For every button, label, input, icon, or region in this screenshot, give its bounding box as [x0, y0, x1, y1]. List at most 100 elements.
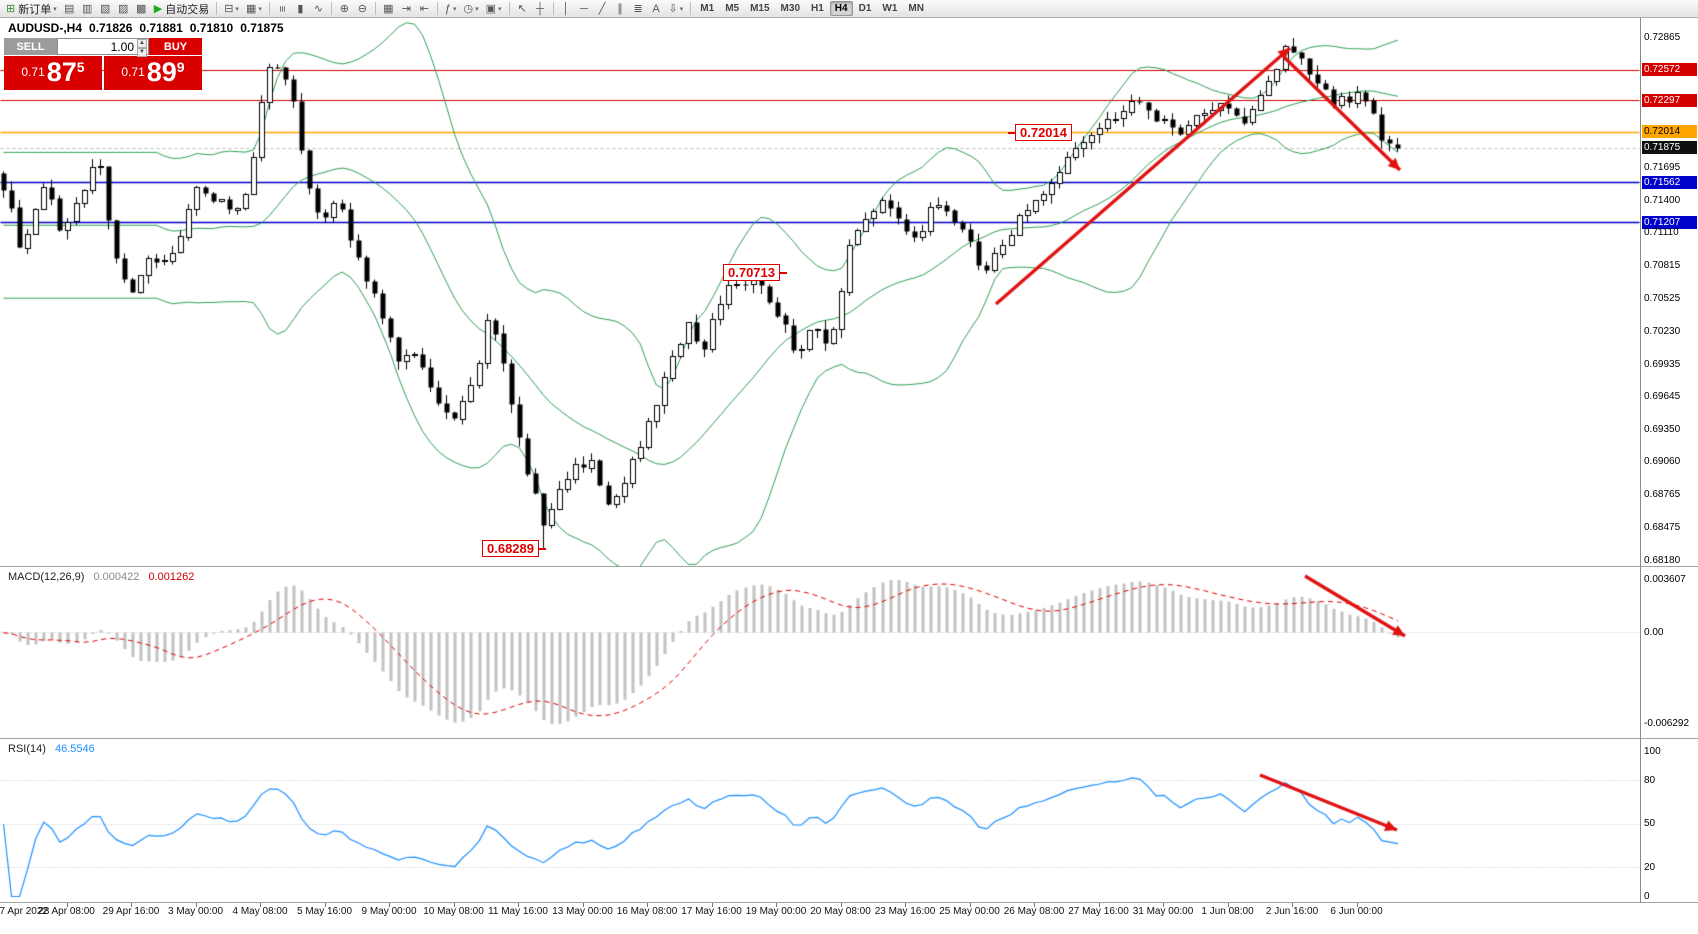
auto-trading-button-label: 自动交易 [165, 3, 210, 16]
price-annotation[interactable]: 0.68289 [482, 540, 546, 557]
volume-up-button[interactable]: ▲ [137, 39, 147, 48]
time-axis-tick [905, 903, 906, 907]
main-chart-canvas[interactable] [0, 18, 1640, 566]
text-icon[interactable]: A [648, 1, 665, 17]
ohlc-close: 0.71875 [240, 21, 284, 35]
time-axis-tick [389, 903, 390, 907]
bar-chart-icon[interactable]: ≡ [274, 1, 291, 17]
periods-icon[interactable]: ◷ ▾ [461, 1, 482, 17]
periods-icon-glyph: ◷ [463, 2, 474, 15]
horizontal-line-icon[interactable]: ─ [576, 1, 593, 17]
timeframe-m30-button[interactable]: M30 [780, 3, 800, 14]
new-chart-icon[interactable]: ⊟ ▾ [221, 1, 242, 17]
time-axis-label: 2 Jun 16:00 [1265, 906, 1319, 917]
toolbar-separator [690, 2, 692, 15]
price-axis-label: 0.69935 [1644, 358, 1681, 370]
navigator-icon[interactable]: ▧ [97, 1, 114, 17]
crosshair-icon[interactable]: ┼ [532, 1, 549, 17]
time-axis-tick [711, 903, 713, 907]
templates-icon[interactable]: ▣ ▾ [483, 1, 505, 17]
timeframe-mn-button[interactable]: MN [908, 3, 924, 14]
indicators-icon[interactable]: ƒ ▾ [442, 1, 460, 17]
toolbar-separator [508, 2, 510, 15]
channel-icon[interactable]: ∥ [612, 1, 629, 17]
buy-price-button[interactable]: 0.71 89 9 [104, 56, 202, 90]
pane-separator-macd-rsi[interactable] [0, 738, 1698, 739]
annotation-tick [539, 548, 546, 550]
chart-shift-icon[interactable]: ⇤ [416, 1, 433, 17]
strategy-tester-icon[interactable]: ▩ [133, 1, 150, 17]
trendline-icon-glyph: ╱ [598, 2, 606, 15]
timeframe-m1-button[interactable]: M1 [700, 3, 715, 14]
price-axis-label: 0.72572 [1642, 63, 1697, 77]
time-axis-label: 27 Apr 2022 [0, 906, 48, 917]
zoom-in-icon-glyph: ⊕ [339, 2, 349, 15]
market-watch-icon-glyph: ▤ [64, 2, 75, 15]
terminal-icon[interactable]: ▨ [115, 1, 132, 17]
tile-windows-icon[interactable]: ▦ [380, 1, 397, 17]
caret-down-icon: ▾ [679, 5, 684, 13]
ohlc-high: 0.71881 [139, 21, 183, 35]
timeframe-m15-button[interactable]: M15 [750, 3, 770, 14]
vertical-line-icon[interactable]: │ [558, 1, 575, 17]
trendline-icon[interactable]: ╱ [594, 1, 611, 17]
sell-button[interactable]: SELL [4, 38, 57, 55]
arrows-icon[interactable]: ⇩ ▾ [666, 1, 687, 17]
timeframe-w1-button[interactable]: W1 [882, 3, 898, 14]
vertical-line-icon-glyph: │ [562, 2, 570, 15]
macd-pane-canvas[interactable] [0, 567, 1640, 738]
auto-scroll-icon[interactable]: ⇥ [398, 1, 415, 17]
sell-price-big: 87 [46, 57, 77, 87]
price-axis-label: 0.72297 [1642, 93, 1697, 107]
price-axis-label: 0.72014 [1642, 125, 1697, 139]
new-order-button[interactable]: ⊞ 新订单 ▾ [3, 1, 60, 17]
price-axis[interactable]: 0.72865 0.72572 0.72297 0.72014 0.71875 0.716… [1640, 18, 1698, 903]
price-axis-label: 0.71695 [1644, 162, 1681, 174]
tile-windows-icon-glyph: ▦ [383, 2, 394, 15]
ohlc-open: 0.71826 [89, 21, 133, 35]
volume-down-button[interactable]: ▼ [137, 48, 147, 57]
zoom-in-icon[interactable]: ⊕ [336, 1, 353, 17]
price-axis-label: 0.70525 [1644, 292, 1681, 304]
timeframe-h4-button[interactable]: H4 [829, 1, 853, 16]
symbol-period: AUDUSD-,H4 [8, 21, 83, 35]
time-axis-label: 19 May 00:00 [745, 906, 807, 917]
auto-scroll-icon-glyph: ⇥ [401, 2, 411, 15]
time-axis-label: 4 May 08:00 [232, 906, 288, 917]
line-chart-icon[interactable]: ∿ [310, 1, 327, 17]
volume-input[interactable]: 1.00 ▲ ▼ [57, 38, 149, 57]
price-axis-border [1640, 18, 1641, 903]
timeframe-m5-button[interactable]: M5 [725, 3, 740, 14]
rsi-pane-canvas[interactable] [0, 739, 1640, 902]
market-watch-icon[interactable]: ▤ [61, 1, 78, 17]
line-chart-icon-glyph: ∿ [313, 2, 323, 15]
caret-down-icon: ▾ [235, 5, 239, 13]
buy-button[interactable]: BUY [149, 38, 202, 55]
time-axis-label: 28 Apr 08:00 [38, 906, 95, 917]
time-axis-tick [776, 903, 777, 907]
data-window-icon[interactable]: ▥ [79, 1, 96, 17]
caret-down-icon: ▾ [258, 5, 262, 13]
sell-price-button[interactable]: 0.71 87 5 [4, 56, 102, 90]
pane-separator-main-macd[interactable] [0, 566, 1698, 567]
time-axis-label: 17 May 16:00 [681, 906, 742, 917]
auto-trading-button[interactable]: ▶ 自动交易 [151, 1, 212, 17]
timeframe-h1-button[interactable]: H1 [811, 3, 824, 14]
timeframe-d1-button[interactable]: D1 [858, 3, 872, 14]
price-annotation[interactable]: 0.72014 [1008, 124, 1072, 141]
zoom-out-icon[interactable]: ⊖ [354, 1, 371, 17]
profiles-icon[interactable]: ▦ ▾ [243, 1, 265, 17]
price-axis-label: 0.71400 [1644, 195, 1681, 207]
data-window-icon-glyph: ▥ [82, 2, 93, 15]
cursor-icon[interactable]: ↖ [514, 1, 531, 17]
price-axis-label: 0.69060 [1644, 456, 1681, 468]
one-click-trading-panel: SELL 1.00 ▲ ▼ BUY 0.71 87 5 0.71 89 9 [4, 38, 202, 90]
time-axis-tick [131, 903, 132, 907]
toolbar: ⊞ 新订单 ▾ ▤ ▥ ▧ ▨ ▩ ▶ 自动交易 ⊟ ▾ ▦ ▾ ≡ ▮ ∿ ⊕ ⊖ ▦ ⇥ ⇤ ƒ ▾ ◷ ▾ ▣ ▾ ↖ ┼ │ ─ ╱ ∥ ≣… [0, 0, 1698, 18]
price-annotation[interactable]: 0.70713 [723, 264, 787, 281]
macd-label: MACD(12,26,9) [8, 571, 85, 583]
candlestick-chart-icon[interactable]: ▮ [292, 1, 309, 17]
fibonacci-icon[interactable]: ≣ [630, 1, 647, 17]
time-axis-label: 26 May 08:00 [1003, 906, 1065, 917]
